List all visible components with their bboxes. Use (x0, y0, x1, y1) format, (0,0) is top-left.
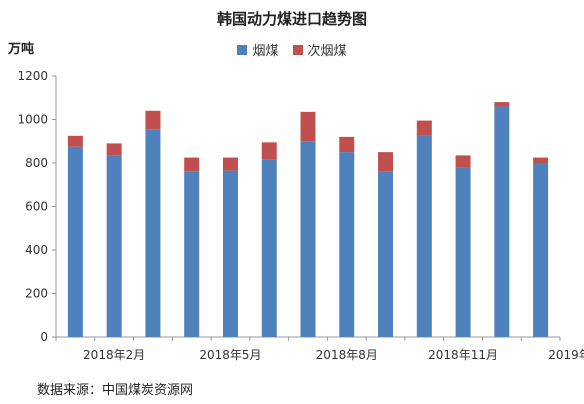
legend-label-ciyanmei: 次烟煤 (307, 44, 347, 59)
y-tick-label: 0 (40, 330, 48, 344)
legend: 烟煤 次烟煤 (0, 40, 584, 59)
bar-yanmei-6 (261, 159, 277, 337)
bar-ciyanmei-7 (300, 111, 316, 142)
bar-yanmei-1 (67, 146, 83, 337)
bar-ciyanmei-3 (145, 110, 161, 130)
bar-yanmei-12 (494, 106, 510, 337)
bar-ciyanmei-13 (533, 157, 549, 163)
bar-yanmei-8 (339, 152, 355, 337)
bar-yanmei-5 (222, 170, 238, 337)
y-tick-label: 1000 (17, 113, 48, 127)
x-tick-label: 2018年2月 (83, 348, 145, 362)
bar-ciyanmei-12 (494, 102, 510, 107)
bar-ciyanmei-2 (106, 143, 122, 156)
legend-swatch-ciyanmei (292, 44, 303, 55)
x-tick-label: 2019年2月 (548, 348, 584, 362)
bar-yanmei-3 (145, 129, 161, 337)
y-tick-label: 800 (25, 156, 48, 170)
data-source: 数据来源：中国煤炭资源网 (37, 383, 194, 398)
bar-ciyanmei-5 (222, 157, 238, 171)
bar-ciyanmei-11 (455, 155, 471, 168)
y-tick-label: 1200 (17, 69, 48, 83)
legend-item-yanmei: 烟煤 (237, 40, 279, 59)
bar-yanmei-4 (184, 171, 200, 337)
bar-ciyanmei-8 (339, 136, 355, 153)
bar-yanmei-9 (378, 171, 394, 337)
y-tick-label: 600 (25, 200, 48, 214)
bar-yanmei-13 (533, 163, 549, 337)
chart-title: 韩国动力煤进口趋势图 (216, 10, 367, 28)
bar-ciyanmei-9 (378, 152, 394, 172)
bar-ciyanmei-10 (416, 120, 432, 136)
bar-ciyanmei-1 (67, 135, 83, 147)
x-tick-label: 2018年11月 (428, 348, 498, 362)
bar-ciyanmei-6 (261, 142, 277, 160)
legend-label-yanmei: 烟煤 (252, 44, 279, 59)
bar-yanmei-7 (300, 141, 316, 337)
y-tick-label: 200 (25, 287, 48, 301)
bar-ciyanmei-4 (184, 157, 200, 172)
x-tick-label: 2018年8月 (316, 348, 378, 362)
bar-yanmei-2 (106, 155, 122, 337)
bar-yanmei-11 (455, 167, 471, 337)
x-tick-label: 2018年5月 (199, 348, 261, 362)
y-tick-label: 400 (25, 243, 48, 257)
legend-item-ciyanmei: 次烟煤 (292, 40, 347, 59)
bar-yanmei-10 (416, 135, 432, 337)
legend-swatch-yanmei (237, 44, 248, 55)
y-axis-unit: 万吨 (8, 42, 35, 57)
